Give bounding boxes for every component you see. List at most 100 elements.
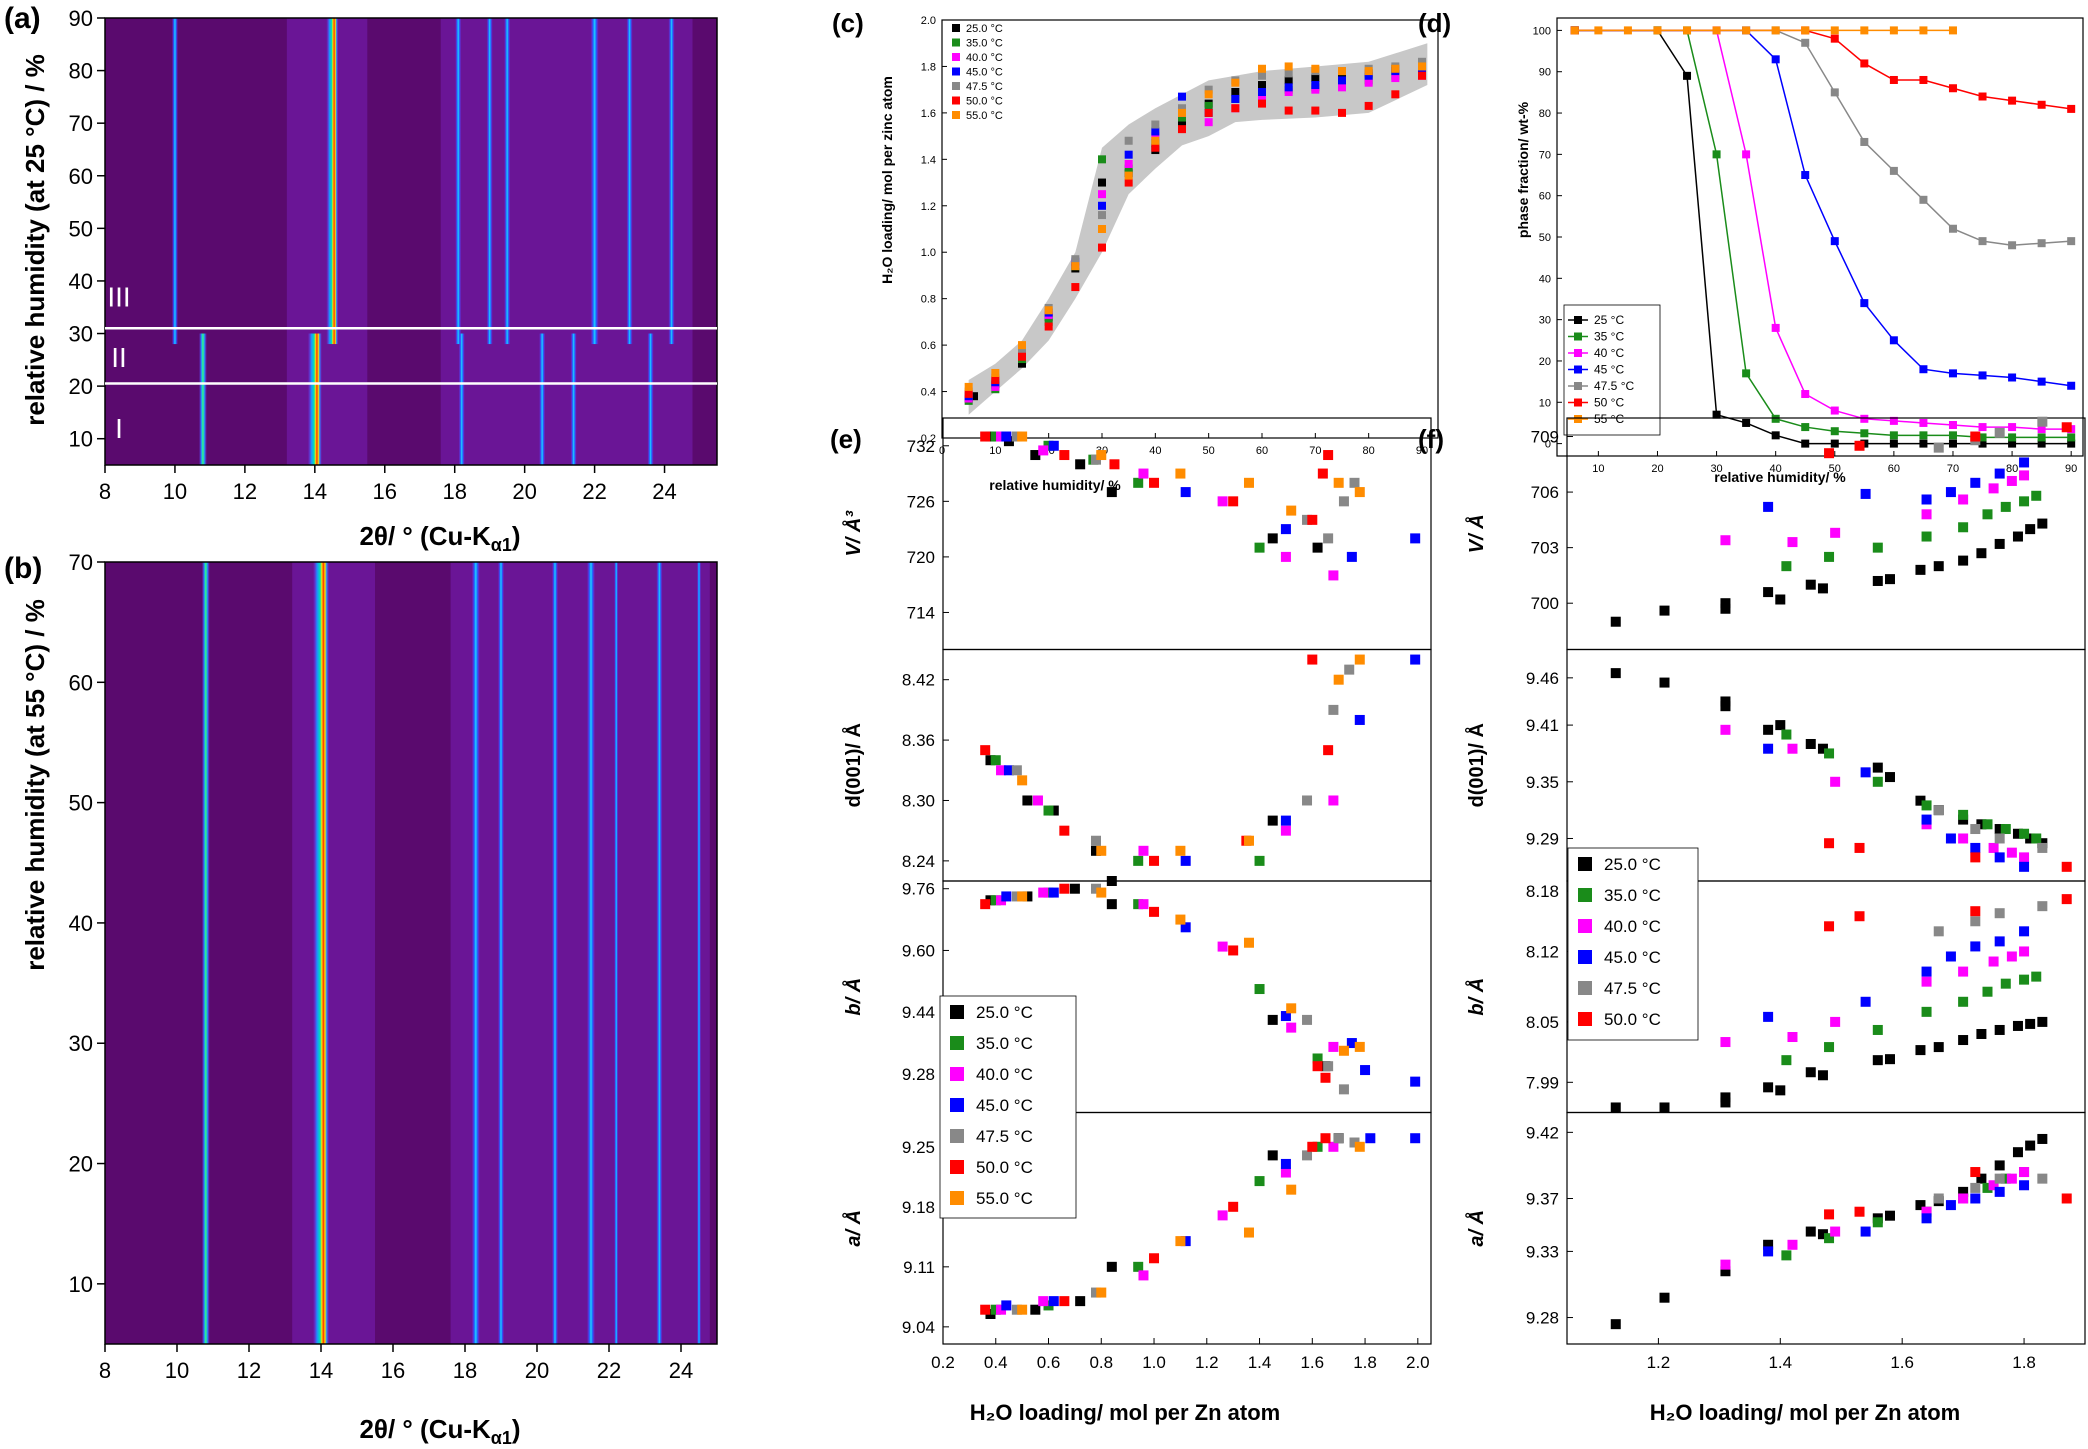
data-point (1970, 1182, 1981, 1193)
data-point (1096, 1287, 1107, 1298)
data-point (991, 382, 1000, 391)
data-point (1258, 71, 1266, 80)
chart-panel-d: 10 20 30 40 50 60 70 80 90 0 10 20 30 40 50 60 70 80 90 100… (1533, 17, 2084, 475)
panel-a-xlabel: 2θ/ ° (Cu-Kα1) (359, 521, 520, 555)
legend-marker (1574, 415, 1582, 423)
diffuse-band (440, 18, 693, 465)
data-point (1243, 835, 1254, 846)
panel-a-xlabel-main: 2θ/ ° (Cu-K (359, 521, 491, 551)
data-point (1824, 551, 1835, 562)
legend-marker (1578, 919, 1592, 933)
legend-marker (950, 1160, 964, 1174)
data-point (1978, 423, 1987, 432)
data-point (1071, 262, 1080, 271)
data-point (1817, 743, 1828, 754)
data-point (1787, 1239, 1798, 1250)
data-point (1133, 855, 1144, 866)
data-point (1354, 654, 1365, 665)
legend-marker (950, 1191, 964, 1205)
data-point (1610, 668, 1621, 679)
y-tick-label: 703 (1531, 539, 1559, 558)
data-point (1830, 439, 1839, 448)
data-point (1712, 26, 1721, 35)
data-point (1889, 336, 1898, 345)
data-point (1001, 431, 1012, 442)
data-point (2037, 433, 2046, 442)
legend-marker (1578, 950, 1592, 964)
data-point (1311, 106, 1320, 115)
data-point (1976, 819, 1987, 830)
data-point (1594, 26, 1603, 35)
data-point (1720, 1037, 1731, 1048)
subplot-ylabel: a/ Å (841, 1210, 865, 1247)
data-point (1860, 429, 1869, 438)
data-point (1830, 237, 1839, 246)
diffuse-band (292, 562, 375, 1344)
data-point (1945, 487, 1956, 498)
legend-marker (950, 1098, 964, 1112)
data-point (1323, 1061, 1334, 1072)
data-point (964, 389, 973, 398)
y-tick-label: 1.2 (921, 201, 936, 213)
data-point (1884, 1210, 1895, 1221)
data-point (1860, 59, 1869, 68)
data-point (1860, 299, 1869, 308)
data-point (1919, 75, 1928, 84)
data-point (1872, 762, 1883, 773)
data-point (1284, 87, 1293, 96)
x-tick-label: 70 (1947, 463, 1959, 475)
data-point (1011, 765, 1022, 776)
y-tick-label: 60 (1539, 191, 1551, 203)
data-point (1720, 701, 1731, 712)
data-point (1349, 1137, 1360, 1148)
legend-marker (1574, 382, 1582, 390)
data-point (1106, 487, 1117, 498)
panel-b-xlabel-tail: ) (512, 1414, 521, 1444)
data-point (1919, 26, 1928, 35)
data-point (1570, 26, 1579, 35)
data-point (1830, 406, 1839, 415)
data-point (1763, 1011, 1774, 1022)
diffraction-peak (471, 562, 480, 1344)
data-point (1328, 1041, 1339, 1052)
data-point (1138, 1270, 1149, 1281)
data-point (1098, 201, 1106, 210)
data-point (1175, 468, 1186, 479)
data-point (985, 1308, 996, 1319)
panel-d-xlabel: relative humidity/ % (1714, 469, 1846, 485)
data-point (1044, 306, 1053, 315)
data-point (1410, 654, 1421, 665)
data-point (1824, 1209, 1835, 1220)
y-tick-label: 90 (69, 6, 93, 31)
data-point (2037, 416, 2048, 427)
legend-label: 40.0 °C (966, 52, 1003, 64)
data-point (1872, 542, 1883, 553)
data-point (1860, 26, 1869, 35)
data-point (1175, 845, 1186, 856)
panel-b-ylabel: relative humidity (at 55 °C) / % (20, 599, 50, 971)
data-point (1775, 720, 1786, 731)
legend-label: 55.0 °C (976, 1189, 1033, 1208)
x-tick-label: 1.4 (1248, 1353, 1272, 1372)
data-point (1763, 587, 1774, 598)
legend-marker (952, 24, 960, 32)
data-point (1151, 127, 1160, 136)
data-point (1933, 1042, 1944, 1053)
data-point (2008, 439, 2017, 448)
data-point (1933, 561, 1944, 572)
data-point (1333, 1133, 1344, 1144)
y-tick-label: 706 (1531, 483, 1559, 502)
data-point (1258, 99, 1266, 108)
data-point (1801, 38, 1810, 47)
data-point (1302, 514, 1313, 525)
data-point (1149, 906, 1160, 917)
data-point (1323, 533, 1334, 544)
data-point (1958, 1186, 1969, 1197)
data-point (996, 895, 1007, 906)
legend-label: 40.0 °C (1604, 917, 1661, 936)
data-point (1418, 62, 1426, 71)
data-point (1243, 937, 1254, 948)
x-tick-label: 22 (597, 1358, 621, 1383)
data-point (1096, 887, 1107, 898)
y-tick-label: 10 (69, 427, 93, 452)
